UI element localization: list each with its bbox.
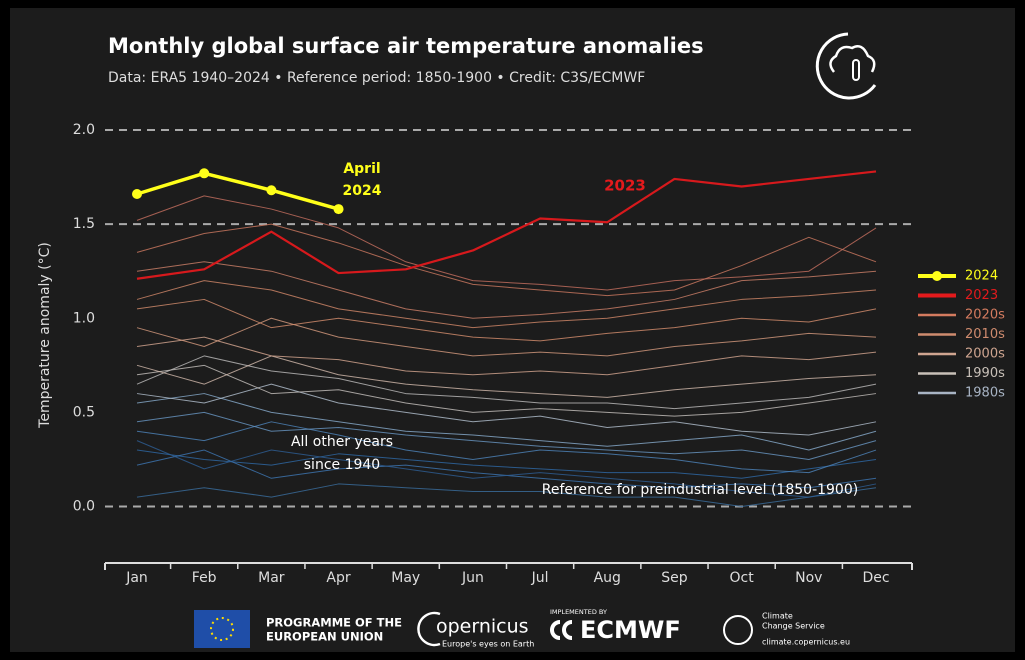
x-tick-label: Mar: [258, 570, 285, 586]
x-tick-label: May: [391, 570, 420, 586]
point: [333, 204, 344, 215]
footer: PROGRAMME OF THE EUROPEAN UNION opernicu…: [194, 608, 850, 649]
footer-text: IMPLEMENTED BY: [550, 608, 607, 616]
chart-title: Monthly global surface air temperature a…: [108, 34, 704, 58]
series-line: [136, 171, 340, 211]
background-line: [136, 195, 877, 291]
point: [199, 168, 210, 179]
annotation: 2023: [604, 177, 646, 195]
annotation: since 1940: [304, 457, 380, 473]
legend-marker: [932, 271, 942, 281]
x-tick-label: Aug: [594, 570, 621, 586]
background-line: [136, 383, 877, 436]
legend-label: 2000s: [965, 347, 1005, 362]
footer-text: ECMWF: [580, 616, 681, 644]
x-tick-label: Oct: [730, 570, 755, 586]
annotation: All other years: [291, 434, 393, 450]
background-line: [136, 355, 877, 410]
logo-cloud: [829, 45, 876, 73]
legend-label: 1990s: [965, 366, 1005, 381]
footer-text: EUROPEAN UNION: [266, 630, 383, 644]
x-tick-label: Feb: [192, 570, 217, 586]
logo-arc: [815, 32, 877, 100]
y-tick-label: 0.5: [73, 404, 95, 420]
legend-label: 2010s: [965, 327, 1005, 342]
x-tick-label: Dec: [862, 570, 889, 586]
footer-text: climate.copernicus.eu: [762, 638, 850, 647]
background-line: [136, 223, 877, 297]
eu-flag: [194, 610, 250, 648]
eu-stars: [210, 617, 234, 641]
y-tick-label: 1.5: [73, 216, 95, 232]
c3s-logo: [815, 32, 877, 100]
footer-text: Europe's eyes on Earth: [442, 640, 534, 649]
background-line: [136, 355, 877, 398]
background-line: [136, 449, 877, 479]
x-tick-label: Jun: [461, 570, 484, 586]
legend-label: 1980s: [965, 386, 1005, 401]
background-line: [136, 440, 877, 498]
footer-text: opernicus: [436, 616, 529, 638]
background-line: [136, 421, 877, 474]
c3s-small-logo: [723, 615, 753, 645]
background: [10, 8, 1015, 652]
x-tick-label: Nov: [795, 570, 822, 586]
annotation: Reference for preindustrial level (1850-…: [542, 482, 858, 498]
y-axis-label: Temperature anomaly (°C): [37, 242, 53, 429]
background-line: [136, 280, 877, 329]
y-tick-label: 0.0: [73, 499, 95, 515]
point: [266, 185, 277, 196]
x-tick-label: Jan: [125, 570, 148, 586]
logo-thermometer: [852, 59, 860, 81]
chart-subtitle: Data: ERA5 1940–2024 • Reference period:…: [108, 70, 645, 86]
legend-label: 2023: [965, 288, 998, 303]
x-tick-label: Apr: [326, 570, 350, 586]
copernicus-c: [417, 611, 441, 647]
background-line: [136, 298, 877, 342]
footer-text: PROGRAMME OF THE: [266, 616, 402, 630]
background-line: [136, 411, 877, 460]
background-line: [136, 364, 877, 417]
legend-label: 2024: [965, 269, 998, 284]
footer-text: Climate: [762, 612, 793, 621]
background-line: [136, 336, 877, 376]
legend-label: 2020s: [965, 308, 1005, 323]
background-line: [136, 261, 877, 319]
x-tick-label: Jul: [531, 570, 549, 586]
background-line: [136, 483, 877, 508]
series-line: [136, 170, 877, 280]
x-tick-label: Sep: [661, 570, 688, 586]
y-tick-label: 1.0: [73, 310, 95, 326]
y-tick-label: 2.0: [73, 122, 95, 138]
background-line: [136, 393, 877, 451]
footer-text: Change Service: [762, 622, 825, 631]
point: [132, 189, 142, 200]
ecmwf-mark: [550, 620, 573, 640]
annotation: 2024: [343, 183, 382, 199]
annotation: April: [343, 161, 380, 177]
